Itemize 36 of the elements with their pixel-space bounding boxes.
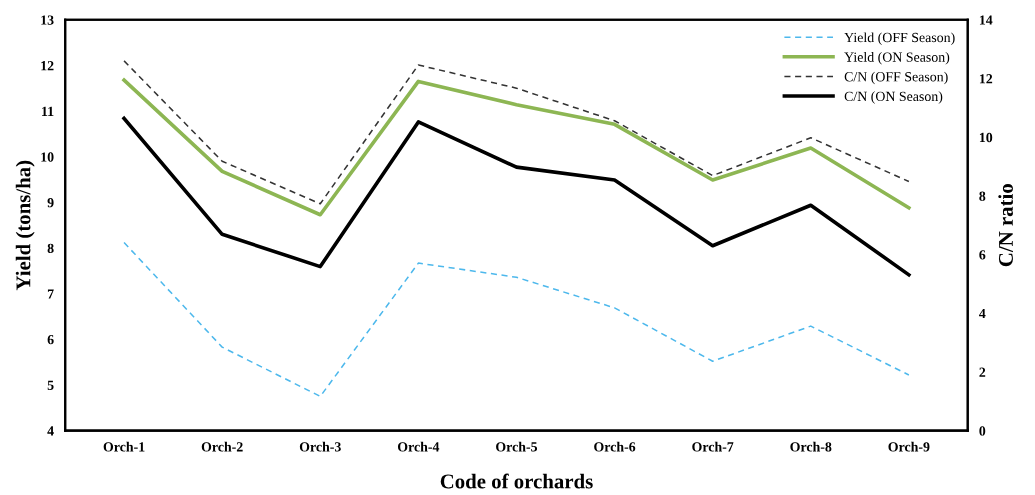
y2-tick-label: 2	[979, 367, 986, 377]
line-series	[122, 116, 911, 277]
y-tick-label: 5	[47, 380, 54, 390]
y-tick-label: 7	[47, 289, 54, 299]
y2-tick-label: 10	[979, 132, 993, 143]
y-tick-label: 8	[47, 243, 54, 254]
x-axis-title: Code of orchards	[440, 473, 593, 489]
y-tick-label: 12	[41, 61, 54, 71]
x-tick-label: Orch-9	[888, 441, 930, 452]
y2-tick-label: 12	[979, 74, 993, 84]
line-series	[123, 241, 910, 398]
x-tick-label: Orch-5	[496, 441, 538, 452]
x-tick-label: Orch-6	[594, 441, 636, 452]
y-tick-label: 6	[47, 334, 54, 345]
x-tick-label: Orch-3	[299, 441, 341, 452]
x-tick-label: Orch-8	[790, 441, 832, 452]
legend-label: C/N (ON Season)	[844, 91, 943, 104]
y2-tick-label: 8	[979, 191, 986, 201]
y2-tick-label: 6	[979, 250, 986, 260]
x-tick-label: Orch-7	[692, 441, 734, 452]
y-tick-label: 4	[47, 426, 54, 436]
y2-axis-title: C/N ratio	[998, 184, 1013, 267]
y-tick-label: 11	[42, 106, 54, 116]
legend-label: Yield (ON Season)	[844, 52, 950, 65]
y-tick-label: 13	[41, 15, 54, 25]
y-tick-label: 10	[41, 152, 54, 162]
y-tick-label: 9	[47, 198, 54, 208]
y-axis-title: Yield (tons/ha)	[15, 160, 35, 291]
y2-tick-label: 0	[979, 426, 986, 436]
legend-label: C/N (OFF Season)	[844, 71, 948, 85]
y2-tick-label: 4	[979, 308, 986, 319]
x-tick-label: Orch-4	[397, 441, 440, 452]
x-tick-label: Orch-1	[103, 441, 145, 452]
legend-label: Yield (OFF Season)	[844, 32, 955, 45]
x-tick-label: Orch-2	[201, 441, 243, 452]
y2-tick-label: 14	[979, 15, 993, 25]
